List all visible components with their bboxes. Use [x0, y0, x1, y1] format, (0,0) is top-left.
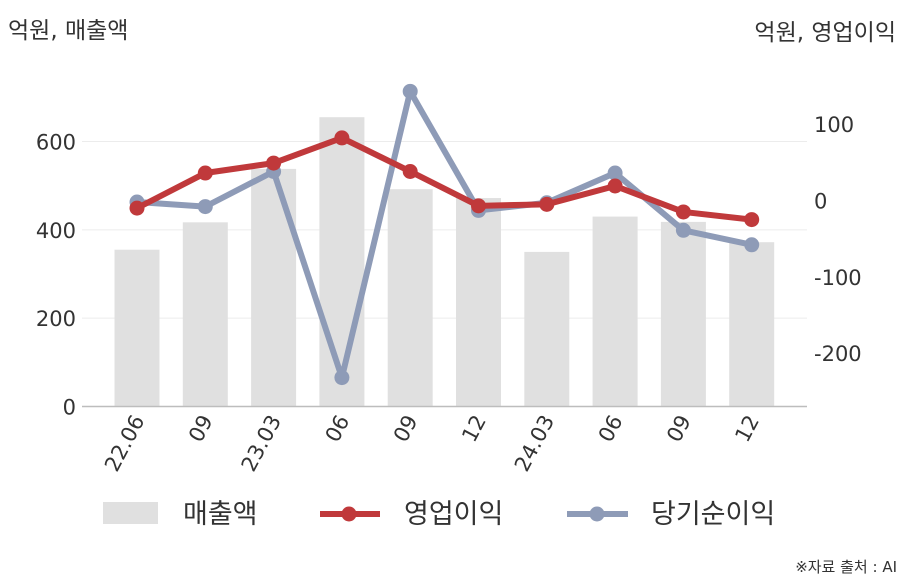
series-point	[402, 83, 418, 99]
x-tick-label: 22.06	[100, 411, 149, 475]
x-tick-label: 06	[594, 411, 628, 446]
bar	[114, 249, 160, 407]
source-note: ※자료 출처 : AI	[795, 558, 897, 576]
x-tick-label: 09	[184, 411, 218, 446]
bar	[729, 242, 775, 407]
bar	[524, 251, 570, 407]
right-tick-label: 0	[814, 190, 827, 214]
series-line	[134, 134, 755, 223]
x-tick-label: 23.03	[237, 411, 286, 475]
right-tick-label: -200	[814, 342, 862, 366]
legend: 매출액 영업이익 당기순이익	[103, 499, 775, 530]
series-line	[134, 88, 755, 381]
bar	[592, 216, 638, 407]
left-tick-label: 0	[63, 396, 76, 420]
bar	[456, 198, 501, 407]
legend-label: 매출액	[183, 499, 258, 530]
series-point	[675, 204, 691, 220]
legend-swatch-marker	[341, 506, 357, 522]
legend-label: 당기순이익	[651, 499, 775, 530]
series-point	[744, 237, 760, 253]
right-unit-label: 억원, 영업이익	[754, 20, 896, 46]
series-point	[334, 370, 350, 386]
series-point	[197, 165, 213, 181]
series-point	[607, 165, 623, 181]
bar	[251, 168, 297, 407]
bar	[660, 221, 706, 407]
right-tick-label: -100	[814, 266, 862, 290]
series-point	[402, 163, 418, 179]
series-point	[266, 155, 282, 171]
line-series	[129, 83, 760, 386]
x-tick-label: 12	[730, 411, 764, 446]
legend-label: 영업이익	[404, 499, 503, 530]
series-point	[539, 196, 555, 212]
left-unit-label: 억원, 매출액	[8, 18, 128, 44]
series-point	[471, 198, 486, 214]
series-point	[675, 222, 691, 238]
right-tick-label: 100	[814, 113, 854, 137]
right-axis-ticks: -200 -100 0 100	[814, 113, 862, 366]
x-tick-label: 09	[389, 411, 423, 446]
bar	[387, 189, 433, 407]
bar-series	[114, 117, 775, 407]
series-point	[197, 199, 213, 215]
legend-swatch-bar	[103, 502, 158, 524]
x-tick-label: 12	[457, 411, 491, 446]
series-point	[129, 200, 145, 216]
bar	[182, 222, 228, 407]
x-tick-label: 09	[662, 411, 696, 446]
series-point	[744, 212, 760, 228]
left-tick-label: 600	[36, 131, 76, 155]
legend-swatch-marker	[589, 506, 605, 522]
left-tick-label: 200	[36, 307, 76, 331]
x-axis-ticks: 22.06 09 23.03 06 09 12 24.03 06 09 12	[100, 411, 764, 475]
bar	[319, 117, 365, 407]
left-tick-label: 400	[36, 219, 76, 243]
x-tick-label: 06	[321, 411, 355, 446]
x-tick-label: 24.03	[510, 411, 559, 475]
series-point	[607, 178, 623, 194]
series-point	[334, 130, 350, 146]
left-axis-ticks: 0 200 400 600	[36, 131, 76, 420]
